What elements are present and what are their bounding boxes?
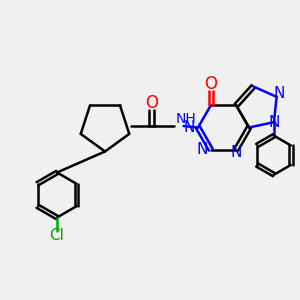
Text: O: O <box>204 75 217 93</box>
Text: N: N <box>184 120 195 135</box>
Text: Cl: Cl <box>50 228 64 243</box>
Text: N: N <box>231 145 242 160</box>
Text: N: N <box>268 115 280 130</box>
Text: O: O <box>145 94 158 112</box>
Text: N: N <box>274 86 285 101</box>
Text: N: N <box>196 142 208 157</box>
Text: NH: NH <box>176 112 196 126</box>
